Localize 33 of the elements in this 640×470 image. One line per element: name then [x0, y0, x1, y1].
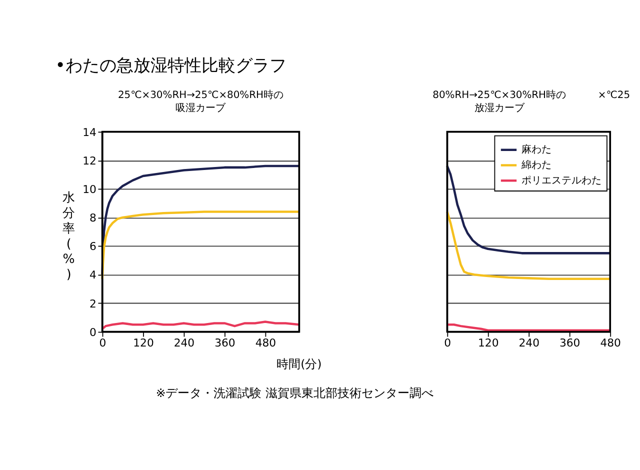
y-tick-label: 0 — [89, 326, 96, 339]
x-tick-label: 240 — [174, 336, 195, 350]
text: 25℃×30%RH→25℃×80%RH時の — [118, 89, 284, 102]
y-tick-label: 14 — [82, 126, 96, 139]
legend-label: ポリエステルわた — [521, 175, 602, 186]
y-axis-title: 水分率(%) — [62, 190, 76, 282]
y-tick-label: 10 — [82, 182, 96, 196]
x-tick-label: 360 — [559, 336, 580, 350]
x-tick-label: 360 — [214, 336, 236, 350]
text: ×℃25 — [598, 90, 630, 102]
chart-title: •わたの急放湿特性比較グラフ — [55, 56, 286, 76]
x-tick-label: 0 — [444, 336, 452, 350]
legend-label: 綿わた — [520, 158, 552, 171]
y-tick-label: 2 — [89, 297, 96, 310]
y-tick-label: 4 — [89, 268, 96, 282]
y-tick-label: 12 — [82, 154, 96, 168]
y-tick-label: 8 — [89, 212, 96, 225]
x-tick-label: 240 — [518, 336, 540, 350]
x-tick-label: 480 — [600, 336, 622, 350]
legend-label: 麻わた — [521, 144, 552, 156]
line-series — [101, 210, 300, 280]
x-tick-label: 120 — [133, 336, 154, 350]
text: 吸湿カーブ — [176, 102, 227, 114]
text: ※データ・洗濯試験 滋賀県東北部技術センター調べ — [156, 386, 434, 400]
line-series — [101, 164, 300, 276]
x-axis-title: 時間(分) — [276, 356, 322, 371]
x-tick-label: 0 — [99, 336, 106, 350]
text: 放湿カーブ — [474, 102, 526, 114]
y-tick-label: 6 — [89, 240, 96, 254]
line-series — [101, 320, 300, 330]
text: 80%RH→25℃×30%RH時の — [432, 89, 566, 102]
x-tick-label: 480 — [255, 336, 276, 350]
x-tick-label: 120 — [478, 336, 499, 350]
